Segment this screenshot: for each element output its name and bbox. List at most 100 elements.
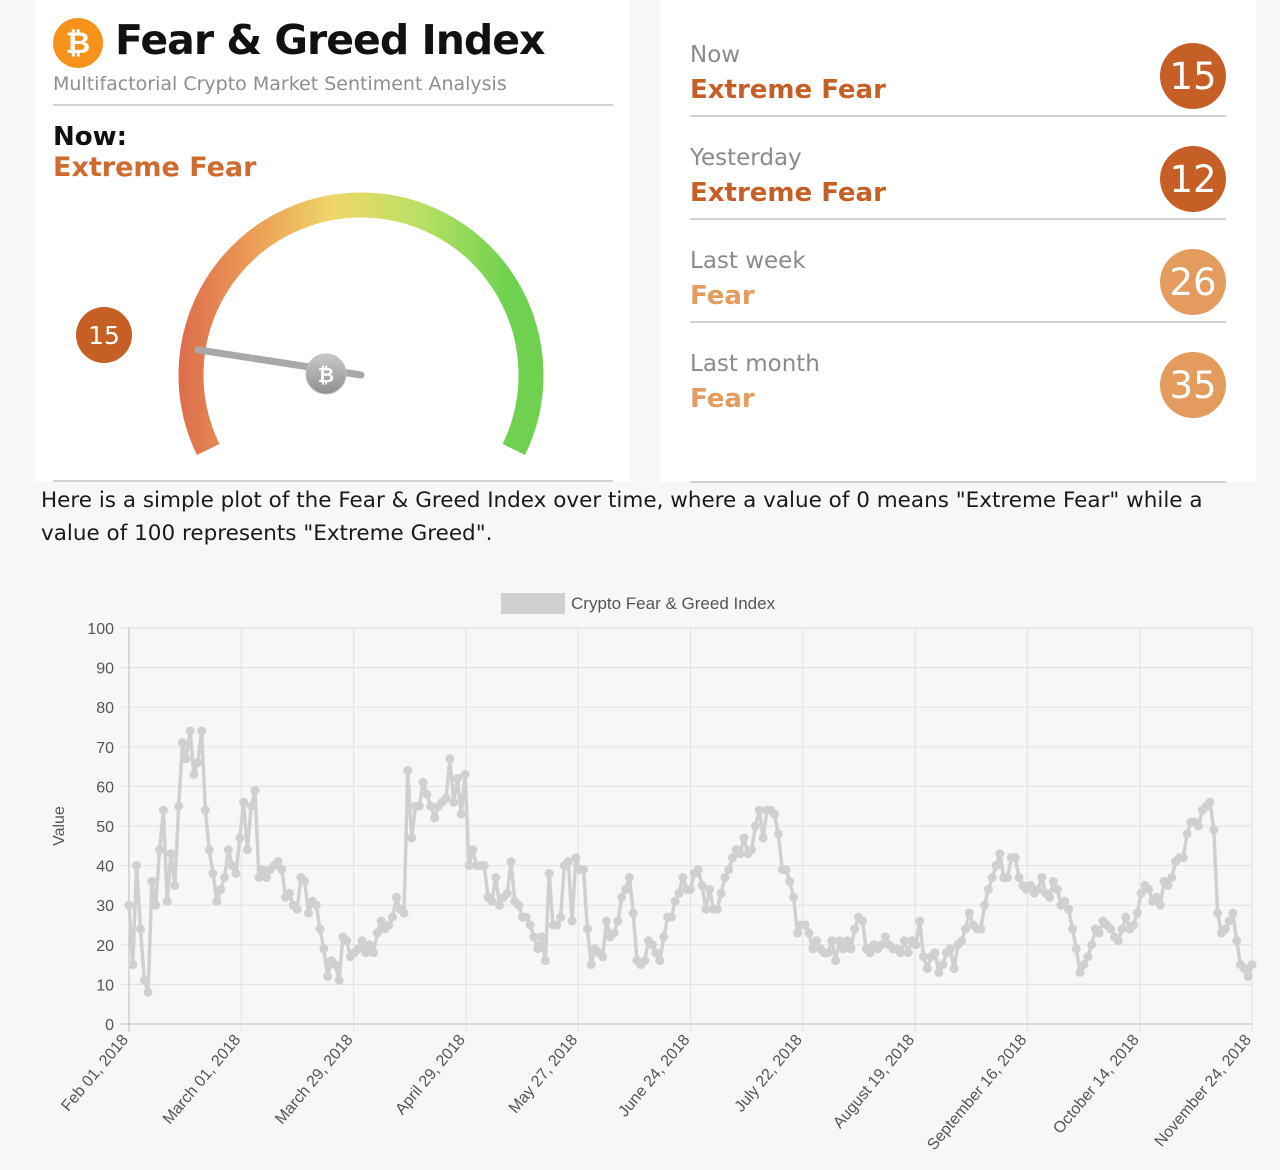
data-point: [686, 884, 695, 894]
data-point: [1026, 880, 1035, 890]
data-point: [544, 869, 554, 878]
data-point: [189, 770, 199, 779]
data-point: [1232, 936, 1242, 946]
data-point: [1048, 876, 1058, 886]
data-point: [1194, 821, 1203, 831]
data-point: [579, 865, 588, 875]
y-tick-label: 60: [96, 779, 114, 796]
data-point: [460, 770, 470, 779]
y-tick-label: 40: [96, 859, 114, 876]
data-point: [938, 960, 948, 970]
data-point: [525, 920, 535, 930]
history-row-yesterday: Yesterday Extreme Fear 12: [690, 115, 1226, 220]
data-point: [216, 884, 226, 894]
data-point: [139, 975, 149, 985]
data-point: [983, 884, 993, 894]
x-tick-label: Feb 01, 2018: [58, 1032, 132, 1115]
x-tick-label: August 19, 2018: [830, 1032, 918, 1132]
data-point: [468, 845, 478, 855]
history-label: Now: [690, 42, 741, 68]
data-point: [1144, 884, 1154, 894]
data-point: [789, 892, 799, 902]
data-point: [464, 861, 474, 871]
data-point: [162, 896, 172, 906]
data-point: [426, 801, 436, 811]
data-point: [369, 948, 378, 958]
data-point: [552, 920, 562, 930]
data-point: [712, 904, 722, 914]
data-point: [1205, 797, 1215, 807]
data-point: [495, 900, 504, 910]
data-point: [418, 777, 428, 787]
legend-label: Crypto Fear & Greed Index: [571, 594, 776, 613]
data-point: [647, 940, 657, 950]
data-point: [1079, 960, 1089, 970]
data-point: [800, 920, 810, 930]
data-point: [136, 924, 145, 934]
data-point: [353, 944, 363, 954]
data-point: [185, 726, 195, 736]
data-point: [1087, 940, 1097, 950]
data-point: [1152, 892, 1161, 902]
data-point: [666, 912, 676, 922]
data-point: [323, 972, 333, 981]
data-point: [773, 829, 783, 839]
data-point: [617, 892, 627, 902]
data-point: [567, 916, 577, 926]
data-point: [609, 928, 619, 938]
data-point: [1224, 916, 1234, 926]
data-point: [793, 928, 802, 938]
chart-description: Here is a simple plot of the Fear & Gree…: [41, 488, 1203, 546]
header-divider: [53, 104, 613, 106]
history-classification: Fear: [690, 281, 755, 311]
data-point: [701, 904, 711, 914]
data-point: [842, 936, 852, 946]
data-point: [422, 789, 432, 799]
x-tick-label: March 29, 2018: [272, 1032, 357, 1128]
data-point: [735, 849, 745, 859]
data-point: [262, 873, 271, 882]
data-point: [537, 932, 546, 942]
history-label: Last week: [690, 248, 806, 274]
data-point: [456, 809, 466, 819]
data-point: [991, 861, 1001, 871]
data-point: [659, 932, 669, 942]
data-point: [915, 916, 925, 926]
data-point: [300, 876, 310, 886]
data-point: [785, 876, 795, 886]
now-classification: Extreme Fear: [53, 152, 257, 183]
data-point: [678, 873, 688, 882]
data-point: [1136, 888, 1146, 898]
history-classification: Extreme Fear: [690, 178, 886, 208]
data-point: [1075, 968, 1085, 977]
data-point: [258, 865, 268, 875]
data-point: [200, 805, 210, 815]
data-point: [621, 884, 631, 894]
data-point: [143, 987, 153, 997]
data-point: [479, 861, 489, 871]
data-point: [640, 956, 650, 966]
x-tick-label: October 14, 2018: [1050, 1032, 1143, 1138]
data-point: [739, 833, 749, 843]
data-point: [1163, 880, 1173, 890]
data-point: [697, 880, 707, 890]
data-point: [628, 908, 638, 918]
y-axis-title: Value: [51, 806, 68, 846]
data-point: [1014, 873, 1024, 882]
data-point: [1106, 924, 1116, 934]
data-point: [529, 932, 539, 942]
data-point: [1117, 924, 1127, 934]
data-point: [823, 948, 833, 958]
data-point: [227, 861, 237, 871]
y-tick-label: 30: [96, 898, 114, 915]
data-point: [414, 801, 424, 811]
data-point: [1167, 873, 1177, 882]
sentiment-gauge: ₿: [178, 192, 544, 455]
data-point: [899, 936, 909, 946]
data-point: [980, 900, 990, 910]
data-point: [147, 876, 157, 886]
data-point: [877, 940, 886, 950]
data-point: [812, 936, 822, 946]
data-point: [239, 797, 249, 807]
gauge-bottom-divider: [53, 480, 613, 482]
